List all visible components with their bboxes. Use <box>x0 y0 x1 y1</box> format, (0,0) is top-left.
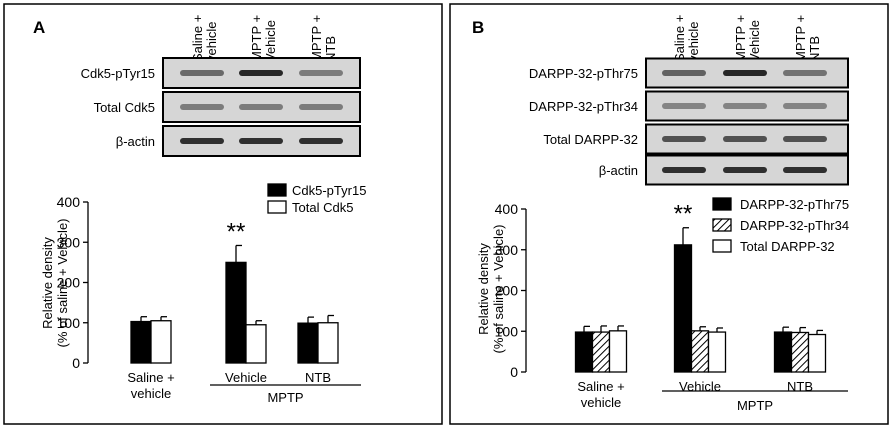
bar <box>773 331 793 373</box>
lane-header: MPTP + <box>733 15 748 62</box>
blot-band <box>239 70 283 76</box>
y-tick-label: 200 <box>57 275 81 291</box>
blot-band <box>723 167 767 173</box>
category-label: NTB <box>787 379 813 394</box>
y-tick-label: 300 <box>57 234 81 250</box>
category-label: vehicle <box>581 395 621 410</box>
y-axis-label: Relative density <box>40 237 55 329</box>
blot-band <box>723 136 767 142</box>
lane-header: MPTP + <box>249 15 264 62</box>
panel-frame <box>449 3 889 425</box>
legend-label: Total Cdk5 <box>292 200 353 215</box>
blot-band <box>180 104 224 110</box>
legend-label: Cdk5-pTyr15 <box>292 183 366 198</box>
bar <box>807 333 827 373</box>
blot-band <box>662 103 706 109</box>
y-tick-label: 0 <box>510 364 518 380</box>
blot-band <box>783 103 827 109</box>
blot-row-label: DARPP-32-pThr75 <box>529 66 638 81</box>
bar <box>317 322 339 364</box>
bar <box>150 320 172 364</box>
significance-marker: ** <box>674 201 693 228</box>
blot-band <box>723 70 767 76</box>
blot-band <box>783 70 827 76</box>
significance-marker: ** <box>227 218 246 245</box>
lane-header: vehicle <box>686 22 701 62</box>
bar <box>790 331 810 373</box>
panel-label: A <box>33 18 45 37</box>
y-tick-label: 0 <box>72 355 80 371</box>
blot-row-label: β-actin <box>599 163 638 178</box>
y-tick-label: 400 <box>57 194 81 210</box>
group-label: MPTP <box>267 390 303 405</box>
legend-swatch <box>712 218 732 232</box>
lane-header: Saline + <box>190 15 205 62</box>
lane-header: MPTP + <box>793 15 808 62</box>
bar <box>591 331 611 373</box>
y-tick-label: 400 <box>495 201 519 217</box>
group-label: MPTP <box>737 398 773 413</box>
legend-swatch <box>712 197 732 211</box>
legend-swatch <box>267 183 287 197</box>
blot-band <box>180 138 224 144</box>
blot-band <box>783 136 827 142</box>
panel-frame <box>3 3 443 425</box>
blot-band <box>662 136 706 142</box>
blot-band <box>239 138 283 144</box>
blot-band <box>299 70 343 76</box>
legend-label: Total DARPP-32 <box>740 239 835 254</box>
blot-row-label: Cdk5-pTyr15 <box>81 66 155 81</box>
bar <box>690 330 710 373</box>
blot-row-label: DARPP-32-pThr34 <box>529 99 638 114</box>
panel-a: A Saline + vehicle MPTP + Vehicle MPTP + NTBCd… <box>3 3 443 425</box>
bar <box>673 244 693 373</box>
blot-band <box>662 167 706 173</box>
y-tick-label: 200 <box>495 283 519 299</box>
legend-swatch <box>267 200 287 214</box>
blot-row-label: β-actin <box>116 134 155 149</box>
blot-band <box>180 70 224 76</box>
category-label: Vehicle <box>225 370 267 385</box>
category-label: Vehicle <box>679 379 721 394</box>
bar <box>130 320 152 364</box>
blot-band <box>239 104 283 110</box>
bar <box>225 261 247 364</box>
bar <box>707 331 727 373</box>
blot-row-label: Total Cdk5 <box>94 100 155 115</box>
panel-label: B <box>472 18 484 37</box>
blot-band <box>723 103 767 109</box>
y-tick-label: 100 <box>57 315 81 331</box>
y-tick-label: 300 <box>495 242 519 258</box>
legend-label: DARPP-32-pThr34 <box>740 218 849 233</box>
blot-band <box>783 167 827 173</box>
bar <box>245 324 267 364</box>
lane-header: Saline + <box>672 15 687 62</box>
y-axis-label: Relative density <box>476 243 491 335</box>
category-label: Saline + <box>577 379 624 394</box>
category-label: Saline + <box>127 370 174 385</box>
lane-header: MPTP + <box>309 15 324 62</box>
legend-swatch <box>712 239 732 253</box>
bar <box>608 330 628 373</box>
y-axis-label: (% of saline + Vehicle) <box>55 219 70 348</box>
category-label: NTB <box>305 370 331 385</box>
blot-band <box>662 70 706 76</box>
lane-header: NTB <box>323 36 338 62</box>
bar <box>297 322 319 364</box>
legend-label: DARPP-32-pThr75 <box>740 197 849 212</box>
lane-header: Vehicle <box>747 20 762 62</box>
blot-band <box>299 138 343 144</box>
lane-header: Vehicle <box>263 20 278 62</box>
y-axis-label: (% of saline + Vehicle) <box>491 225 506 354</box>
lane-header: vehicle <box>204 22 219 62</box>
category-label: vehicle <box>131 386 171 401</box>
blot-row-label: Total DARPP-32 <box>543 132 638 147</box>
y-tick-label: 100 <box>495 323 519 339</box>
blot-band <box>299 104 343 110</box>
bar <box>574 331 594 373</box>
panel-b: B Saline + vehicle MPTP + Vehicle MPTP + NTBDA… <box>449 3 889 425</box>
lane-header: NTB <box>807 36 822 62</box>
